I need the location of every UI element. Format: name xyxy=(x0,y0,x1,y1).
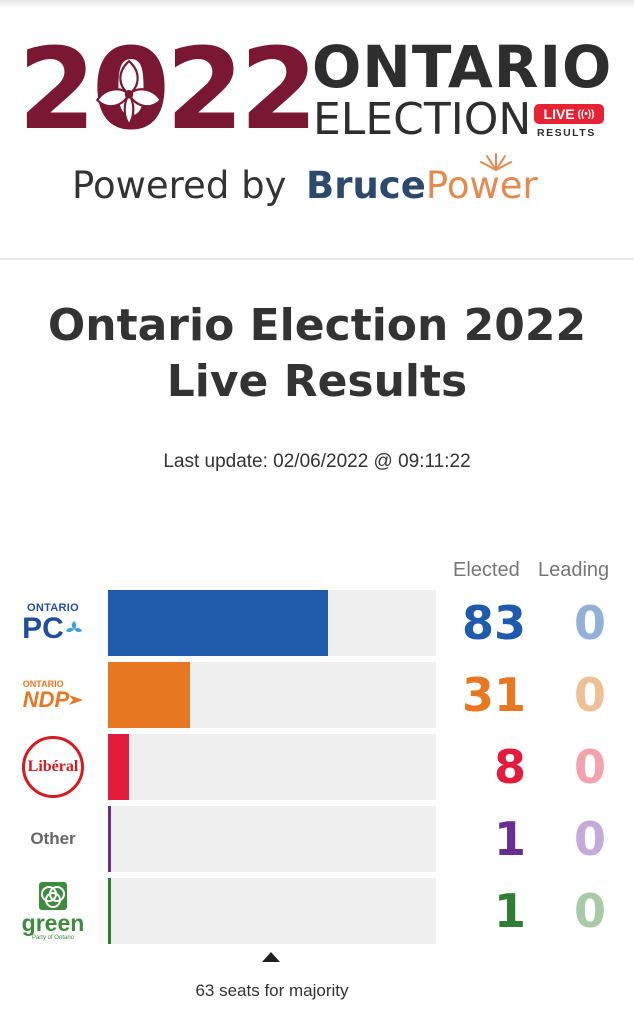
trillium-icon xyxy=(65,620,82,632)
party-logo-pc: ONTARIO PC xyxy=(14,590,92,656)
last-update-timestamp: Last update: 02/06/2022 @ 09:11:22 xyxy=(163,451,471,472)
elected-count-green: 1 xyxy=(493,884,526,938)
pc-logo-big: PC xyxy=(22,611,64,645)
sponsor-logo: BrucePower xyxy=(306,164,538,207)
page-title: Ontario Election 2022 Live Results xyxy=(0,298,634,410)
seat-bar-track xyxy=(108,590,436,656)
party-row-other: Other 1 0 xyxy=(0,806,634,872)
elected-count-ndp: 31 xyxy=(461,668,526,722)
other-label: Other xyxy=(30,829,76,848)
elected-count-pc: 83 xyxy=(461,596,526,650)
live-label: LIVE xyxy=(543,106,575,122)
live-badge: LIVE ((•)) xyxy=(534,104,604,124)
results-label: RESULTS xyxy=(537,127,596,139)
majority-marker-icon xyxy=(262,952,280,962)
sponsor-name-part2: Power xyxy=(425,164,538,207)
seat-bar-liberal xyxy=(108,734,129,800)
top-shadow xyxy=(0,0,634,8)
year-digit-zero: 0 xyxy=(92,34,170,146)
leading-count-other: 0 xyxy=(573,812,606,866)
sponsor-name-part1: Bruce xyxy=(306,164,426,207)
party-logo-other: Other xyxy=(14,806,92,872)
seat-bar-track xyxy=(108,878,436,944)
elected-count-other: 1 xyxy=(493,812,526,866)
banner-divider xyxy=(0,258,634,260)
leading-count-pc: 0 xyxy=(573,596,606,650)
party-logo-ndp: ONTARIO NDP xyxy=(14,662,92,728)
ndp-logo-big: NDP xyxy=(22,686,70,712)
election-wordmark: ELECTION xyxy=(313,94,532,145)
majority-note: 63 seats for majority xyxy=(195,981,349,1000)
seat-bar-track xyxy=(108,662,436,728)
powered-by-label: Powered by xyxy=(72,164,287,207)
year-digit: 2 xyxy=(165,25,244,155)
column-header-leading: Leading xyxy=(538,559,610,581)
leading-count-green: 0 xyxy=(573,884,606,938)
green-logo-sub: Party of Ontario xyxy=(31,934,74,941)
seat-bar-ndp xyxy=(108,662,190,728)
elected-count-liberal: 8 xyxy=(493,740,526,794)
party-logo-green: green Party of Ontario xyxy=(14,878,92,944)
party-row-ndp: ONTARIO NDP 31 0 xyxy=(0,662,634,728)
seat-bar-green xyxy=(108,878,111,944)
sunburst-icon xyxy=(480,153,512,171)
year-digit: 2 xyxy=(18,25,96,155)
column-header-elected: Elected xyxy=(453,559,520,581)
ndp-logo-small: ONTARIO xyxy=(22,678,64,689)
party-row-green: green Party of Ontario 1 0 xyxy=(0,878,634,944)
year-digit: 2 xyxy=(239,25,318,155)
seat-bar-pc xyxy=(108,590,328,656)
seat-bar-track xyxy=(108,806,436,872)
liberal-logo-text: Libéral xyxy=(27,758,79,775)
liberal-logo-circle: Libéral xyxy=(22,736,84,798)
year-logo: 2 0 2 2 xyxy=(18,25,318,155)
party-logo-liberal: Libéral xyxy=(14,734,92,800)
seat-bar-track xyxy=(108,734,436,800)
seat-bar-other xyxy=(108,806,111,872)
trillium-icon xyxy=(95,59,162,127)
pc-logo-small: ONTARIO xyxy=(26,601,79,614)
election-banner: 2 0 2 2 ONTARIO ELECTION LIVE ((•)) RESU… xyxy=(0,0,634,258)
page-title-line1: Ontario Election 2022 xyxy=(47,300,587,351)
green-logo-word: green xyxy=(21,909,85,936)
party-row-liberal: Libéral 8 0 xyxy=(0,734,634,800)
leading-count-ndp: 0 xyxy=(573,668,606,722)
arrow-icon xyxy=(69,694,84,705)
party-row-pc: ONTARIO PC 83 0 xyxy=(0,590,634,656)
green-leaf-icon xyxy=(38,881,67,910)
broadcast-icon: ((•)) xyxy=(577,108,595,120)
leading-count-liberal: 0 xyxy=(573,740,606,794)
page-title-line2: Live Results xyxy=(166,356,468,407)
ontario-wordmark: ONTARIO xyxy=(312,33,613,101)
